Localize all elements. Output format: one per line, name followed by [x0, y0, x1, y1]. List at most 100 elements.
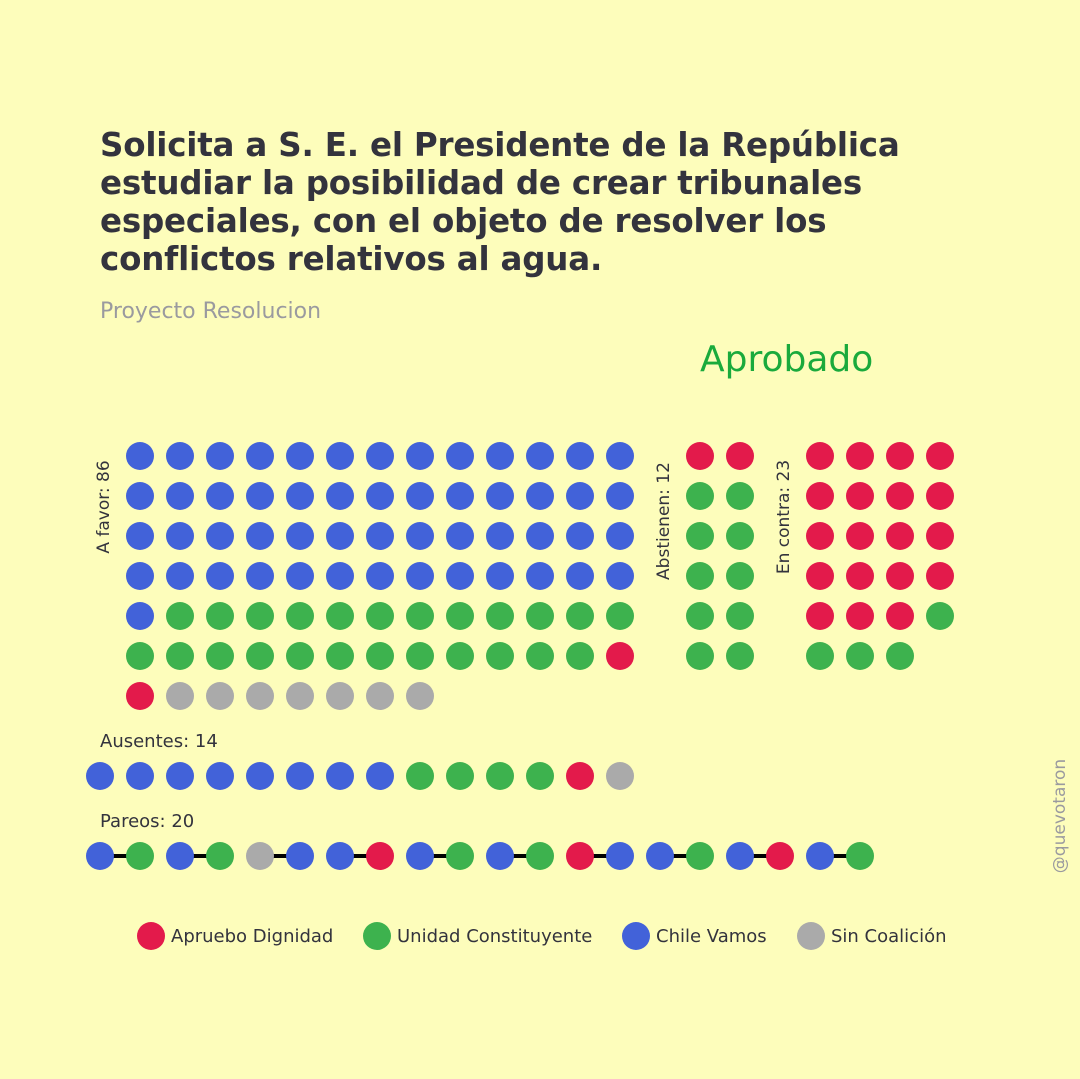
vote-dot-group-1-0: [686, 442, 714, 470]
vote-dot-group-0-35: [486, 522, 514, 550]
vote-dot-group-3-12: [566, 762, 594, 790]
vote-dot-group-0-31: [326, 522, 354, 550]
vote-dot-group-0-21: [446, 482, 474, 510]
vote-dot-group-0-76: [566, 642, 594, 670]
vote-dot-group-2-20: [806, 642, 834, 670]
legend-swatch-unidad: [363, 922, 391, 950]
vote-dot-group-0-0: [126, 442, 154, 470]
vote-dot-group-0-77: [606, 642, 634, 670]
vote-dot-chart: [86, 442, 954, 870]
vote-dot-group-1-9: [726, 602, 754, 630]
vote-dot-group-0-73: [446, 642, 474, 670]
vote-dot-group-3-4: [246, 762, 274, 790]
vote-dot-group-0-40: [166, 562, 194, 590]
vote-dot-group-2-17: [846, 602, 874, 630]
chart-subtitle: Proyecto Resolucion: [100, 299, 322, 324]
vote-dot-group-0-60: [446, 602, 474, 630]
group-label-ausentes: Ausentes: 14: [100, 731, 218, 752]
vote-dot-group-0-82: [286, 682, 314, 710]
vote-dot-group-0-74: [486, 642, 514, 670]
legend-label-apruebo: Apruebo Dignidad: [171, 925, 334, 947]
vote-dot-group-1-7: [726, 562, 754, 590]
vote-dot-group-0-79: [166, 682, 194, 710]
vote-dot-group-0-46: [406, 562, 434, 590]
legend-item-apruebo: Apruebo Dignidad: [137, 922, 333, 950]
vote-dot-group-0-38: [606, 522, 634, 550]
vote-dot-group-0-62: [526, 602, 554, 630]
vote-dot-group-0-63: [566, 602, 594, 630]
vote-dot-group-2-3: [926, 442, 954, 470]
vote-dot-group-0-85: [406, 682, 434, 710]
pareo-dot-2-b: [286, 842, 314, 870]
vote-dot-group-2-4: [806, 482, 834, 510]
vote-dot-group-2-19: [926, 602, 954, 630]
vote-dot-group-3-6: [326, 762, 354, 790]
vote-dot-group-1-2: [686, 482, 714, 510]
vote-dot-group-0-29: [246, 522, 274, 550]
vote-dot-group-0-33: [406, 522, 434, 550]
credit-handle: @quevotaron: [1050, 758, 1070, 874]
vote-dot-group-1-3: [726, 482, 754, 510]
legend-item-sin: Sin Coalición: [797, 922, 947, 950]
vote-dot-group-2-11: [926, 522, 954, 550]
vote-dot-group-0-19: [366, 482, 394, 510]
vote-dot-group-0-67: [206, 642, 234, 670]
vote-dot-group-0-3: [246, 442, 274, 470]
vote-dot-group-0-39: [126, 562, 154, 590]
vote-dot-group-0-7: [406, 442, 434, 470]
pareo-dot-5-b: [526, 842, 554, 870]
vote-result: Aprobado: [700, 339, 874, 380]
vote-dot-group-0-65: [126, 642, 154, 670]
vote-dot-group-1-10: [686, 642, 714, 670]
vote-dot-group-0-52: [126, 602, 154, 630]
vote-dot-group-0-56: [286, 602, 314, 630]
vote-dot-group-3-9: [446, 762, 474, 790]
vote-dot-group-0-16: [246, 482, 274, 510]
vote-dot-group-0-11: [566, 442, 594, 470]
vote-dot-group-2-9: [846, 522, 874, 550]
legend-label-unidad: Unidad Constituyente: [397, 925, 593, 947]
vote-dot-group-2-5: [846, 482, 874, 510]
vote-dot-group-0-55: [246, 602, 274, 630]
vote-dot-group-3-13: [606, 762, 634, 790]
vote-dot-group-2-22: [886, 642, 914, 670]
vote-dot-group-0-41: [206, 562, 234, 590]
pareo-dot-9-a: [806, 842, 834, 870]
legend-item-unidad: Unidad Constituyente: [363, 922, 592, 950]
pareo-dot-1-a: [166, 842, 194, 870]
pareo-dot-6-a: [566, 842, 594, 870]
vote-dot-group-0-51: [606, 562, 634, 590]
vote-dot-group-0-59: [406, 602, 434, 630]
vote-dot-group-3-3: [206, 762, 234, 790]
vote-dot-group-0-49: [526, 562, 554, 590]
vote-dot-group-0-28: [206, 522, 234, 550]
vote-dot-group-0-1: [166, 442, 194, 470]
vote-dot-group-2-12: [806, 562, 834, 590]
vote-dot-group-0-14: [166, 482, 194, 510]
group-label-pareos: Pareos: 20: [100, 811, 195, 832]
legend-swatch-apruebo: [137, 922, 165, 950]
legend-label-chile: Chile Vamos: [656, 925, 767, 947]
vote-dot-group-2-14: [886, 562, 914, 590]
pareo-dot-7-a: [646, 842, 674, 870]
pareo-dot-5-a: [486, 842, 514, 870]
vote-dot-group-0-18: [326, 482, 354, 510]
vote-dot-group-3-11: [526, 762, 554, 790]
vote-dot-group-0-23: [526, 482, 554, 510]
chart-title: Solicita a S. E. el Presidente de la Rep…: [100, 126, 900, 278]
pareo-dot-4-b: [446, 842, 474, 870]
vote-dot-group-0-42: [246, 562, 274, 590]
vote-dot-group-0-36: [526, 522, 554, 550]
vote-dot-group-2-15: [926, 562, 954, 590]
vote-dot-group-0-37: [566, 522, 594, 550]
legend-item-chile: Chile Vamos: [622, 922, 767, 950]
pareo-dot-8-b: [766, 842, 794, 870]
vote-dot-group-0-25: [606, 482, 634, 510]
vote-dot-group-3-0: [86, 762, 114, 790]
pareo-dot-1-b: [206, 842, 234, 870]
vote-dot-group-0-50: [566, 562, 594, 590]
vote-dot-group-0-6: [366, 442, 394, 470]
vote-dot-group-0-47: [446, 562, 474, 590]
legend-swatch-chile: [622, 922, 650, 950]
pareo-dot-4-a: [406, 842, 434, 870]
